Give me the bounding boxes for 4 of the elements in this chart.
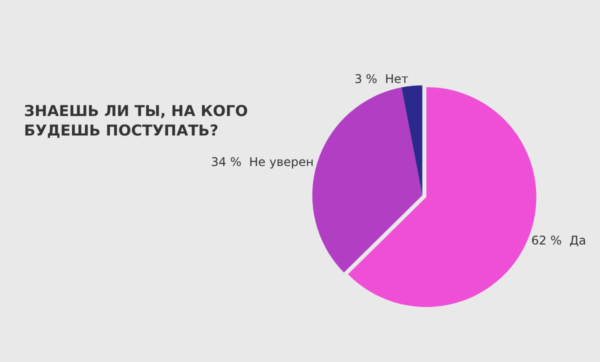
slice-label: 34 % Не уверен — [211, 155, 314, 170]
slice-label: 62 % Да — [531, 234, 586, 248]
slice-label: 3 % Нет — [354, 72, 408, 86]
text: ЗНАЕШЬ ЛИ ТЫ, НА КОГО БУДЕШЬ ПОСТУПАТЬ? — [24, 102, 248, 140]
